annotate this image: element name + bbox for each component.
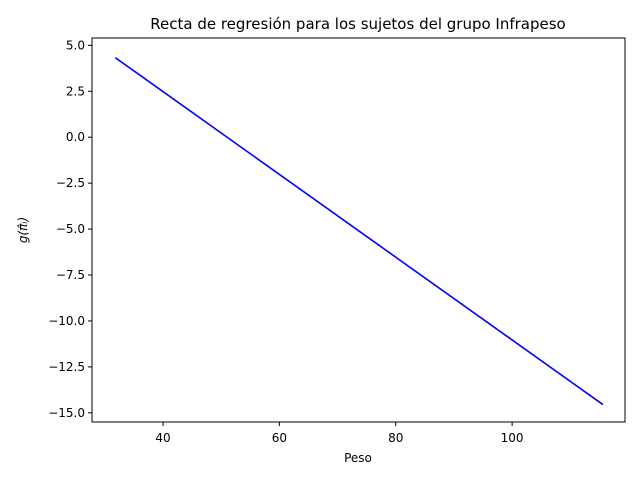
- y-tick-label-1: 2.5: [66, 84, 85, 98]
- y-tick-label-0: 5.0: [66, 38, 85, 52]
- chart-title: Recta de regresión para los sujetos del …: [150, 15, 565, 33]
- y-tick-label-7: −12.5: [48, 360, 85, 374]
- y-tick-label-3: −2.5: [56, 176, 85, 190]
- regression-line-0: [114, 57, 604, 406]
- y-axis: 5.0 2.5 0.0 −2.5 −5.0 −7.5 −10.0 −12.5 −15.0: [48, 38, 92, 420]
- x-tick-label-2: 80: [388, 431, 403, 445]
- plot-frame: [91, 37, 626, 423]
- x-axis: 40 60 80 100: [155, 422, 524, 445]
- x-tick-label-1: 60: [272, 431, 287, 445]
- y-tick-label-2: 0.0: [66, 130, 85, 144]
- plot-area: [114, 57, 604, 406]
- y-tick-label-5: −7.5: [56, 268, 85, 282]
- y-axis-title: g(π̂ᵢ): [16, 217, 30, 243]
- y-tick-label-8: −15.0: [48, 406, 85, 420]
- x-axis-title: Peso: [344, 451, 372, 465]
- y-tick-label-6: −10.0: [48, 314, 85, 328]
- x-tick-label-0: 40: [155, 431, 170, 445]
- x-tick-label-3: 100: [501, 431, 524, 445]
- y-tick-label-4: −5.0: [56, 222, 85, 236]
